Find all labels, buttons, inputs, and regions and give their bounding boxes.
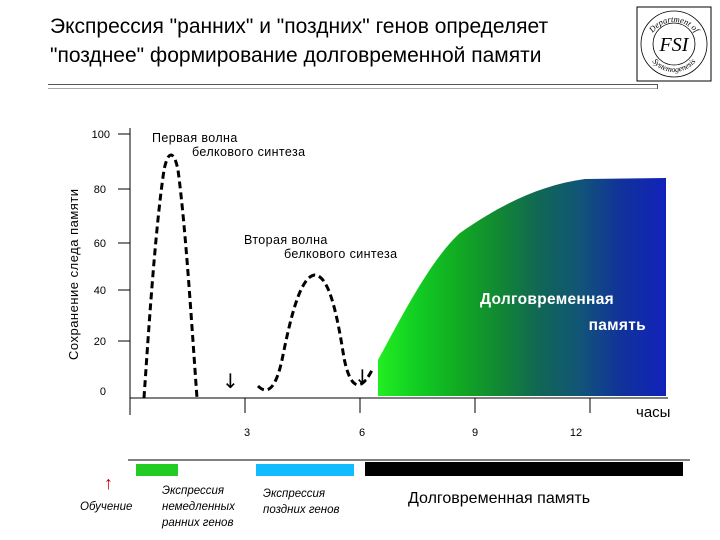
late-genes-bar xyxy=(256,464,354,476)
y-axis-label: Сохранение следа памяти xyxy=(66,188,81,360)
learning-arrow-icon: ↑ xyxy=(104,473,113,493)
x-tick-12: 12 xyxy=(570,427,582,439)
long-term-memory-label: Долговременная память xyxy=(480,291,646,334)
x-tick-3: 3 xyxy=(244,427,250,439)
page-title: Экспрессия "ранних" и "поздних" генов оп… xyxy=(50,12,630,70)
title-line-2: "позднее" формирование долговременной па… xyxy=(50,44,542,67)
x-axis-tick-marks xyxy=(244,398,591,413)
down-arrow-6h: ↓ xyxy=(354,365,371,389)
svg-text:FSI: FSI xyxy=(659,34,690,56)
y-tick-80: 80 xyxy=(94,184,106,196)
department-logo: Department of Systemogenesis FSI xyxy=(636,6,712,82)
long-term-memory-timeline-label: Долговременная память xyxy=(408,490,591,507)
title-line-1: Экспрессия "ранних" и "поздних" генов оп… xyxy=(50,15,549,38)
x-axis-unit: часы xyxy=(636,404,671,421)
y-tick-0: 0 xyxy=(100,386,106,398)
down-arrow-3h: ↓ xyxy=(222,369,239,393)
x-tick-6: 6 xyxy=(359,427,365,439)
x-tick-9: 9 xyxy=(472,427,478,439)
long-term-memory-bar xyxy=(365,462,683,476)
early-genes-bar xyxy=(136,464,178,476)
first-protein-synthesis-wave xyxy=(142,153,199,399)
long-term-memory-area xyxy=(378,178,666,396)
y-tick-40: 40 xyxy=(94,285,106,297)
y-tick-20: 20 xyxy=(94,336,106,348)
y-tick-100: 100 xyxy=(92,129,110,141)
late-genes-label: Экспрессия поздних генов xyxy=(263,488,340,516)
y-tick-60: 60 xyxy=(94,238,106,250)
early-genes-label: Экспрессия немедленных ранних генов xyxy=(162,485,235,529)
first-wave-label: Первая волна белкового синтеза xyxy=(152,131,306,159)
second-wave-label: Вторая волна белкового синтеза xyxy=(244,233,398,261)
header-rule xyxy=(48,84,658,90)
y-axis-tick-marks xyxy=(118,133,130,342)
second-protein-synthesis-wave xyxy=(256,273,374,392)
learning-label: Обучение xyxy=(80,501,133,513)
